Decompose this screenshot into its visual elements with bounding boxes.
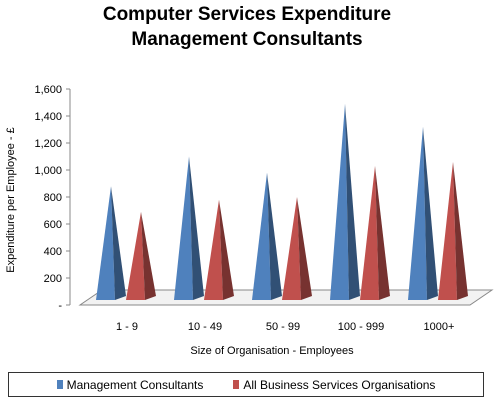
bar-all-business-services-3 <box>360 165 390 300</box>
bar-all-business-services-1 <box>204 199 234 300</box>
x-tick-label: 1 - 9 <box>116 321 138 333</box>
legend-label: Management Consultants <box>66 377 204 392</box>
legend-item-all-business-services: All Business Services Organisations <box>233 378 435 392</box>
x-tick-label: 100 - 999 <box>338 321 384 333</box>
bar-management-consultants-2 <box>252 172 282 300</box>
bar-management-consultants-0 <box>96 186 126 300</box>
y-axis-title: Expenditure per Employee - £ <box>5 127 17 273</box>
x-tick-label: 10 - 49 <box>188 321 222 333</box>
chart-title-line-1: Computer Services Expenditure <box>102 4 392 25</box>
bar-management-consultants-1 <box>174 156 204 300</box>
legend-item-management-consultants: Management Consultants <box>56 377 204 392</box>
chart-legend: Management Consultants All Business Servi… <box>8 372 484 397</box>
x-tick-label: 1000+ <box>424 321 455 333</box>
bar-all-business-services-0 <box>126 211 156 300</box>
y-tick-label: 1,400 <box>34 111 62 123</box>
y-tick-label: - <box>58 300 62 312</box>
y-tick-label: 200 <box>44 273 62 285</box>
x-axis-title: Size of Organisation - Employees <box>190 345 354 357</box>
y-tick-label: 400 <box>44 246 62 258</box>
bar-all-business-services-4 <box>438 161 468 300</box>
x-tick-label: 50 - 99 <box>266 321 300 333</box>
y-tick-label: 1,000 <box>34 165 62 177</box>
legend-swatch <box>56 380 63 389</box>
legend-label: All Business Services Organisations <box>243 377 436 392</box>
legend-swatch <box>233 380 240 389</box>
bar-management-consultants-4 <box>408 126 438 300</box>
y-tick-label: 1,200 <box>34 138 62 150</box>
chart-title-line-2: Management Consultants <box>131 29 363 50</box>
bar-management-consultants-3 <box>330 103 360 300</box>
y-tick-label: 1,600 <box>34 84 62 96</box>
bar-all-business-services-2 <box>282 197 312 300</box>
y-tick-label: 800 <box>44 192 62 204</box>
y-tick-label: 600 <box>44 219 62 231</box>
